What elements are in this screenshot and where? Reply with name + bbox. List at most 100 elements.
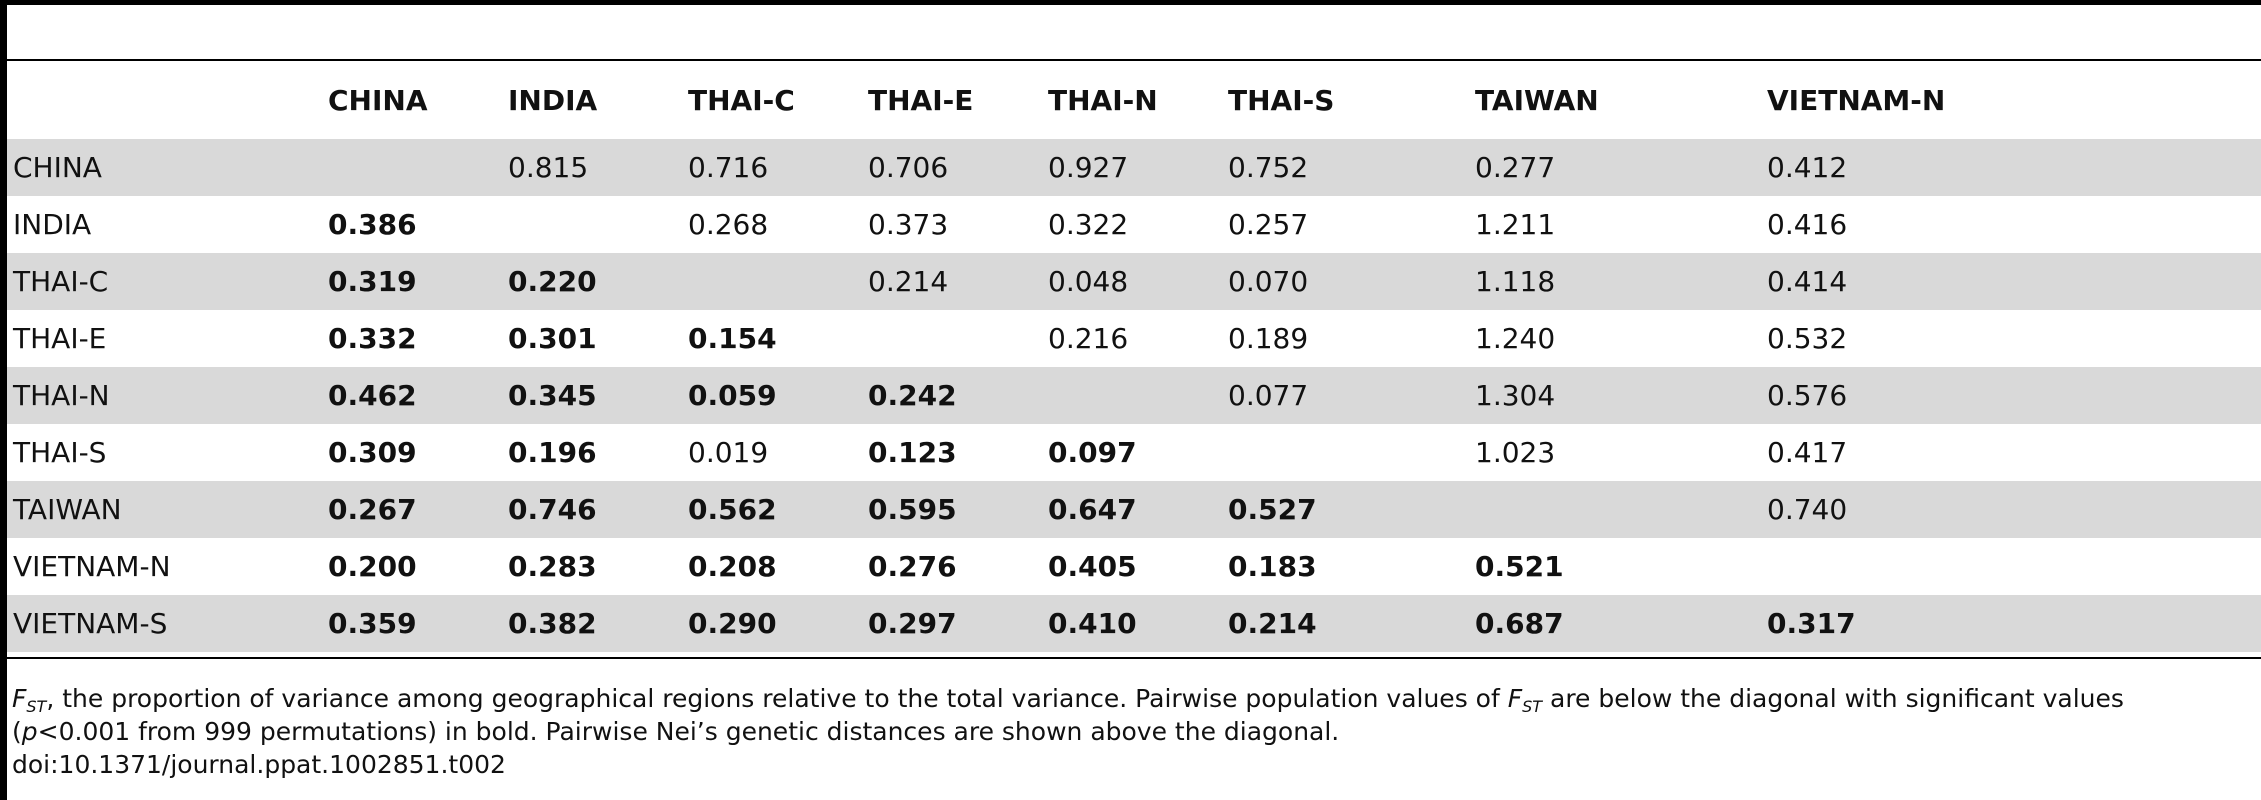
row-label: THAI-C	[7, 253, 322, 310]
table-row: VIETNAM-S 0.359 0.382 0.290 0.297 0.410 0.214 0…	[7, 595, 2261, 652]
row-label: THAI-S	[13, 436, 107, 469]
table-row: VIETNAM-N 0.200 0.283 0.208 0.276 0.405 0.183 0…	[7, 538, 2261, 595]
table-cell	[502, 196, 682, 253]
table-cell: 0.345	[502, 367, 682, 424]
table-bottom-rule	[7, 657, 2261, 659]
table-cell	[1042, 367, 1222, 424]
left-border	[0, 0, 7, 800]
table-cell	[1469, 481, 1761, 538]
table-row: THAI-E 0.332 0.301 0.154 0.216 0.189 1.240 0.53…	[7, 310, 2261, 367]
table-body: CHINA 0.815 0.716 0.706 0.927 0.752 0.277 0.412…	[7, 139, 2261, 652]
table-cell: 0.220	[502, 253, 682, 310]
table-cell: 0.417	[1767, 436, 1848, 469]
column-header: INDIA	[508, 83, 598, 117]
table-row: THAI-N 0.462 0.345 0.059 0.242 0.077 1.304 0.57…	[7, 367, 2261, 424]
table-cell: 0.815	[502, 139, 682, 196]
table-cell: 0.297	[862, 595, 1042, 652]
table-cell: 0.382	[502, 595, 682, 652]
table-cell: 0.276	[868, 550, 957, 583]
table-cell: 0.647	[1042, 481, 1222, 538]
table-cell: 0.257	[1228, 208, 1309, 241]
table-cell: 0.359	[322, 595, 502, 652]
row-label: TAIWAN	[7, 481, 322, 538]
table-cell: 0.416	[1767, 208, 1848, 241]
table-cell: 0.687	[1469, 595, 1761, 652]
table-cell: 0.595	[862, 481, 1042, 538]
table-cell: 0.196	[508, 436, 597, 469]
table-cell: 0.562	[682, 481, 862, 538]
table-row: THAI-S 0.309 0.196 0.019 0.123 0.097 1.023 0.41…	[7, 424, 2261, 481]
table-cell: 0.752	[1222, 139, 1469, 196]
column-header: THAI-S	[1228, 83, 1335, 117]
table-cell: 0.746	[502, 481, 682, 538]
table-cell: 1.023	[1475, 436, 1556, 469]
table-cell: 0.332	[328, 322, 417, 355]
fst-symbol: FST	[1507, 684, 1543, 716]
table-cell: 0.576	[1761, 367, 2261, 424]
column-header: THAI-C	[688, 83, 795, 117]
table-cell: 0.208	[688, 550, 777, 583]
distance-table: CHINA INDIA THAI-C THAI-E THAI-N THAI-S TAIWAN…	[7, 61, 2261, 652]
table-cell: 0.242	[862, 367, 1042, 424]
table-cell: 0.414	[1761, 253, 2261, 310]
table-cell	[322, 139, 502, 196]
table-row: THAI-C 0.319 0.220 0.214 0.048 0.070 1.118 0.41…	[7, 253, 2261, 310]
table-cell: 1.304	[1469, 367, 1761, 424]
table-cell: 0.740	[1761, 481, 2261, 538]
fst-symbol: FST	[12, 684, 47, 716]
table-cell: 0.183	[1228, 550, 1317, 583]
table-cell: 0.214	[862, 253, 1042, 310]
doi-link[interactable]: doi:10.1371/journal.ppat.1002851.t002	[12, 750, 506, 779]
table-cell	[682, 253, 862, 310]
table-cell	[1761, 538, 2261, 595]
header-top-rule	[7, 59, 2261, 61]
row-label: THAI-N	[7, 367, 322, 424]
table-cell: 0.412	[1761, 139, 2261, 196]
table-cell: 0.322	[1048, 208, 1129, 241]
row-label: THAI-E	[13, 322, 107, 355]
footnote-text: FST, the proportion of variance among ge…	[12, 684, 2124, 746]
table-cell: 0.386	[328, 208, 417, 241]
table-cell: 0.189	[1228, 322, 1309, 355]
row-label: INDIA	[13, 208, 92, 241]
table-cell: 0.123	[868, 436, 957, 469]
table-cell: 0.277	[1469, 139, 1761, 196]
table-cell: 0.462	[322, 367, 502, 424]
table-cell: 1.211	[1475, 208, 1556, 241]
row-label: VIETNAM-S	[7, 595, 322, 652]
column-header: CHINA	[328, 83, 428, 117]
table-cell: 0.309	[328, 436, 417, 469]
table-cell: 0.268	[688, 208, 769, 241]
table-cell	[862, 310, 1042, 367]
table-cell: 0.290	[682, 595, 862, 652]
table-cell: 0.927	[1042, 139, 1222, 196]
column-header: VIETNAM-N	[1767, 83, 1946, 117]
table-cell: 0.706	[862, 139, 1042, 196]
table-cell: 0.070	[1222, 253, 1469, 310]
table-row: CHINA 0.815 0.716 0.706 0.927 0.752 0.277 0.412…	[7, 139, 2261, 196]
table-cell: 1.118	[1469, 253, 1761, 310]
table-cell: 0.267	[322, 481, 502, 538]
table-row: TAIWAN 0.267 0.746 0.562 0.595 0.647 0.527 0.74…	[7, 481, 2261, 538]
table-cell: 0.048	[1042, 253, 1222, 310]
table-cell: 0.521	[1475, 550, 1564, 583]
table-cell: 0.405	[1048, 550, 1137, 583]
table-footnote: FST, the proportion of variance among ge…	[12, 682, 2247, 781]
table-header-row: CHINA INDIA THAI-C THAI-E THAI-N THAI-S TAIWAN…	[7, 61, 2261, 139]
top-border	[0, 0, 2261, 5]
row-label: CHINA	[7, 139, 322, 196]
table-cell: 0.097	[1048, 436, 1137, 469]
table-cell: 0.716	[682, 139, 862, 196]
table-row: INDIA 0.386 0.268 0.373 0.322 0.257 1.211 0.416…	[7, 196, 2261, 253]
table-cell: 0.527	[1222, 481, 1469, 538]
table-cell: 0.301	[508, 322, 597, 355]
table-cell: 0.410	[1042, 595, 1222, 652]
table-cell: 0.200	[328, 550, 417, 583]
column-header: THAI-E	[868, 83, 974, 117]
table-cell: 0.077	[1222, 367, 1469, 424]
table-cell: 0.373	[868, 208, 949, 241]
table-cell: 0.019	[688, 436, 769, 469]
table-cell: 0.059	[682, 367, 862, 424]
table-cell: 0.214	[1222, 595, 1469, 652]
table-cell	[1222, 424, 1469, 481]
